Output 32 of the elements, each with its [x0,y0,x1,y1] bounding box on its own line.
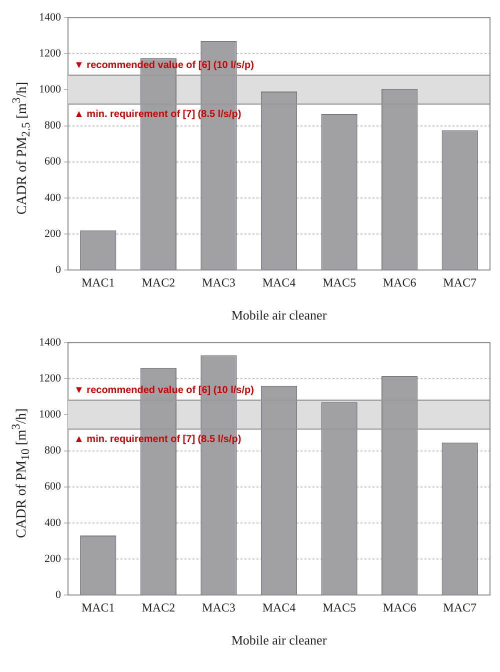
x-tick-label: MAC6 [382,275,416,290]
x-tick-label: MAC5 [322,275,356,290]
x-tick-label: MAC3 [202,275,236,290]
x-tick-label: MAC6 [382,600,416,614]
y-tick-label: 600 [44,156,62,168]
x-tick-label: MAC5 [322,600,356,614]
y-tick-label: 200 [44,552,62,565]
y-tick-label: 0 [56,264,62,276]
y-tick-label: 200 [44,228,62,240]
x-tick-label: MAC4 [262,275,296,290]
y-tick-label: 400 [44,516,62,529]
x-axis-title: Mobile air cleaner [231,308,328,323]
y-tick-label: 400 [44,192,62,204]
x-tick-label: MAC7 [443,600,477,614]
y-tick-label: 0 [56,588,62,601]
x-tick-label: MAC1 [81,600,115,614]
y-tick-label: 800 [44,120,62,132]
y-tick-label: 800 [44,444,62,457]
y-tick-label: 1400 [39,336,62,348]
x-tick-label: MAC4 [262,600,296,614]
y-tick-label: 1200 [39,48,62,60]
y-tick-label: 1000 [39,84,62,96]
x-tick-label: MAC7 [443,275,477,290]
x-tick-label: MAC3 [202,600,236,614]
y-tick-label: 1200 [39,372,62,385]
x-tick-label: MAC1 [81,275,115,290]
y-tick-label: 1400 [39,11,62,24]
y-tick-label: 1000 [39,408,62,421]
y-tick-label: 600 [44,480,62,493]
x-tick-label: MAC2 [142,275,176,290]
x-tick-label: MAC2 [142,600,176,614]
x-axis-title: Mobile air cleaner [231,632,328,648]
